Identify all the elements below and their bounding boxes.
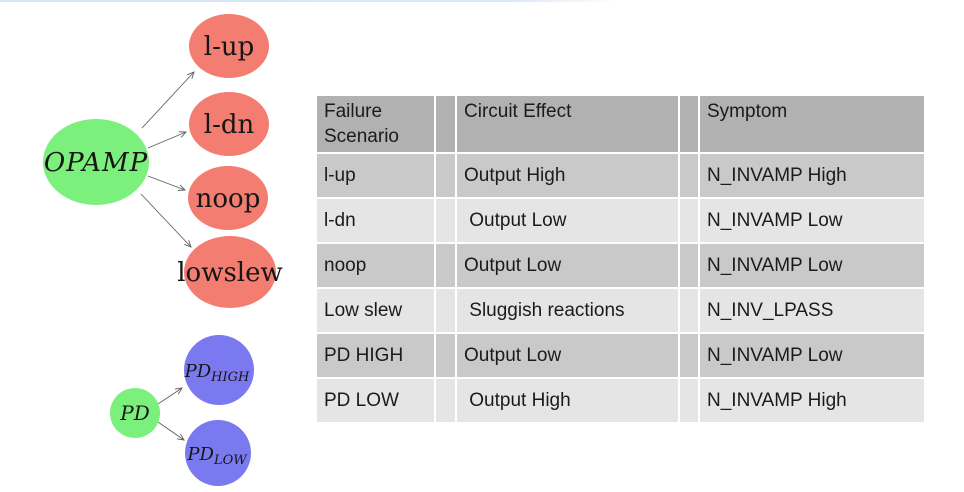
- edge-pd-pdhigh: [157, 387, 183, 405]
- cell-effect: Output Low: [457, 199, 678, 242]
- node-lowslew-label: lowslew: [177, 258, 283, 288]
- cell-spacer: [680, 199, 698, 242]
- node-pd-low-shape: [185, 420, 251, 486]
- node-lup: l-up: [189, 14, 269, 78]
- node-opamp: OPAMP: [43, 119, 149, 205]
- edge-opamp-lowslew: [140, 193, 192, 248]
- failure-scenario-table: Failure Scenario Circuit Effect Symptom …: [317, 96, 924, 422]
- header-failure-scenario: Failure Scenario: [317, 96, 434, 152]
- cell-symptom: N_INVAMP Low: [700, 244, 924, 287]
- node-pd-low: PDLOW: [185, 420, 251, 486]
- edge-opamp-lup: [141, 71, 195, 129]
- cell-scenario: PD HIGH: [317, 334, 434, 377]
- cell-spacer: [436, 199, 455, 242]
- cell-effect: Output High: [457, 379, 678, 422]
- cell-spacer: [436, 289, 455, 332]
- cell-symptom: N_INVAMP Low: [700, 199, 924, 242]
- node-opamp-shape: [43, 119, 149, 205]
- node-ldn-shape: [189, 92, 269, 156]
- edge-pd-pdlow: [157, 421, 185, 441]
- edges: [140, 71, 195, 441]
- top-accent-strip: [0, 0, 620, 2]
- cell-symptom: N_INVAMP High: [700, 379, 924, 422]
- header-spacer-1: [436, 96, 455, 152]
- node-pd-high-shape: [184, 335, 254, 405]
- node-pd-shape: [110, 388, 160, 438]
- node-pd-low-label: PDLOW: [186, 444, 248, 468]
- node-pd: PD: [110, 388, 160, 438]
- cell-scenario: Low slew: [317, 289, 434, 332]
- header-spacer-2: [680, 96, 698, 152]
- cell-scenario: l-up: [317, 154, 434, 197]
- cell-symptom: N_INVAMP Low: [700, 334, 924, 377]
- cell-effect: Output Low: [457, 244, 678, 287]
- node-pd-high: PDHIGH: [184, 335, 254, 405]
- header-symptom: Symptom: [700, 96, 924, 152]
- cell-effect: Output Low: [457, 334, 678, 377]
- cell-scenario: PD LOW: [317, 379, 434, 422]
- cell-spacer: [436, 154, 455, 197]
- edge-opamp-ldn: [147, 131, 187, 149]
- cell-spacer: [436, 334, 455, 377]
- node-noop-label: noop: [196, 184, 261, 214]
- cell-spacer: [680, 244, 698, 287]
- cell-symptom: N_INV_LPASS: [700, 289, 924, 332]
- cell-effect: Output High: [457, 154, 678, 197]
- cell-symptom: N_INVAMP High: [700, 154, 924, 197]
- edge-opamp-noop: [147, 175, 187, 191]
- node-noop-shape: [188, 166, 268, 230]
- header-circuit-effect: Circuit Effect: [457, 96, 678, 152]
- cell-spacer: [680, 379, 698, 422]
- cell-scenario: noop: [317, 244, 434, 287]
- node-ldn: l-dn: [189, 92, 269, 156]
- fault-tree-diagram: OPAMP l-up l-dn noop lowslew PD PDHIGH: [43, 14, 283, 486]
- cell-spacer: [680, 154, 698, 197]
- node-lup-label: l-up: [204, 32, 255, 62]
- node-pd-high-label: PDHIGH: [184, 361, 250, 385]
- cell-spacer: [680, 334, 698, 377]
- cell-spacer: [436, 379, 455, 422]
- cell-effect: Sluggish reactions: [457, 289, 678, 332]
- node-lowslew: lowslew: [177, 236, 283, 308]
- node-pd-label: PD: [119, 401, 150, 425]
- cell-scenario: l-dn: [317, 199, 434, 242]
- node-noop: noop: [188, 166, 268, 230]
- node-lup-shape: [189, 14, 269, 78]
- node-ldn-label: l-dn: [204, 110, 255, 140]
- node-lowslew-shape: [184, 236, 276, 308]
- cell-spacer: [436, 244, 455, 287]
- node-opamp-label: OPAMP: [44, 148, 148, 178]
- cell-spacer: [680, 289, 698, 332]
